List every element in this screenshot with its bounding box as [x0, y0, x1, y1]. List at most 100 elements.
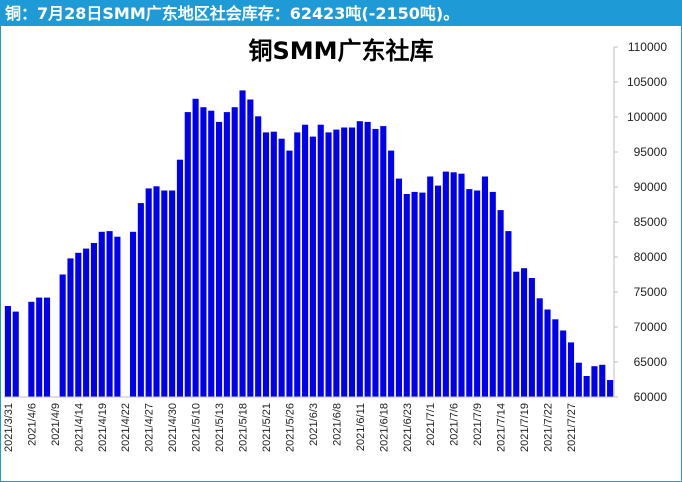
bar	[59, 274, 66, 397]
x-tick-label: 2021/6/11	[355, 403, 367, 451]
x-tick-label: 2021/4/9	[50, 403, 62, 446]
bar	[411, 191, 418, 397]
bar	[223, 112, 230, 397]
bar	[12, 311, 19, 397]
bar	[325, 132, 332, 397]
bar	[98, 231, 105, 397]
bar	[458, 173, 465, 397]
bar	[427, 176, 434, 397]
bar	[184, 112, 191, 397]
bar	[153, 186, 160, 397]
x-tick-label: 2021/4/19	[97, 403, 109, 452]
x-tick-label: 2021/6/23	[402, 403, 414, 452]
bar	[536, 298, 543, 397]
y-tick-label: 110000	[628, 40, 667, 54]
bar	[192, 98, 199, 398]
x-tick-label: 2021/7/22	[543, 403, 555, 452]
bar	[442, 171, 449, 397]
bar	[552, 319, 559, 397]
bar	[106, 231, 113, 397]
bar	[208, 110, 215, 397]
bar	[247, 99, 254, 397]
bar	[75, 252, 82, 397]
x-tick-label: 2021/5/21	[261, 403, 273, 452]
y-axis-ticks: 60000 65000 70000 75000 80000 85000 90000 95000…	[614, 40, 667, 404]
bar	[388, 150, 395, 397]
bar	[434, 185, 442, 397]
x-tick-label: 2021/7/27	[566, 403, 578, 452]
x-tick-label: 2021/6/8	[331, 403, 343, 446]
bar	[521, 268, 528, 397]
bar	[137, 203, 144, 397]
x-tick-label: 2021/4/22	[120, 403, 132, 452]
bar	[270, 131, 277, 397]
bar	[567, 342, 575, 397]
x-tick-label: 2021/6/18	[378, 403, 390, 452]
y-tick-label: 65000	[634, 355, 668, 369]
x-tick-label: 2021/5/10	[191, 403, 203, 452]
bar	[161, 190, 168, 397]
x-tick-label: 2021/7/14	[496, 403, 508, 452]
bar	[4, 306, 11, 397]
bar	[200, 107, 207, 397]
bar	[239, 90, 246, 398]
y-tick-label: 80000	[634, 250, 668, 264]
bar	[489, 191, 496, 397]
x-tick-label: 2021/4/27	[144, 403, 156, 452]
bar	[513, 271, 520, 397]
bar	[145, 188, 152, 397]
bar	[591, 366, 598, 397]
x-tick-label: 2021/6/3	[308, 403, 320, 446]
bar	[278, 138, 285, 397]
bar	[294, 132, 301, 397]
bar	[286, 150, 293, 397]
bar	[169, 190, 176, 397]
x-tick-label: 2021/5/26	[284, 403, 296, 452]
bar	[348, 127, 356, 397]
bar	[599, 364, 606, 397]
bar	[419, 192, 426, 397]
x-tick-label: 2021/4/14	[73, 403, 85, 452]
y-tick-label: 95000	[634, 145, 668, 159]
bar	[583, 376, 590, 397]
y-tick-label: 75000	[634, 285, 668, 299]
y-tick-label: 105000	[627, 75, 667, 89]
bar	[129, 231, 137, 397]
bar	[528, 278, 535, 397]
bar	[372, 128, 379, 397]
bar	[302, 124, 309, 397]
x-tick-label: 2021/7/6	[449, 403, 461, 446]
bar	[36, 297, 43, 397]
bar-series	[4, 90, 614, 398]
bar	[90, 243, 97, 397]
bar	[114, 236, 121, 397]
bar	[607, 380, 614, 397]
x-tick-label: 2021/4/30	[167, 403, 179, 452]
x-tick-label: 2021/7/19	[519, 403, 531, 452]
x-tick-label: 2021/4/6	[26, 403, 38, 446]
x-axis-ticks: 2021/3/31 2021/4/6 2021/4/9 2021/4/14 2021/4…	[3, 403, 578, 452]
y-tick-label: 85000	[634, 215, 668, 229]
bar	[309, 136, 316, 397]
bar	[317, 124, 324, 397]
bar	[364, 121, 371, 398]
bar	[83, 248, 90, 397]
bar	[450, 172, 457, 397]
bar	[474, 190, 481, 397]
bar	[497, 210, 504, 397]
bar	[341, 127, 348, 397]
bar	[395, 178, 402, 397]
x-tick-label: 2021/5/13	[214, 403, 226, 452]
y-tick-label: 100000	[627, 110, 667, 124]
y-tick-label: 60000	[634, 390, 668, 404]
bar	[231, 107, 238, 397]
bar	[560, 330, 567, 397]
headline-banner: 铜：7月28日SMM广东地区社会库存：62423吨(-2150吨)。	[1, 1, 681, 26]
bar	[481, 176, 489, 397]
chart-title: 铜SMM广东社库	[248, 37, 433, 65]
bar	[380, 126, 387, 397]
bar	[67, 258, 74, 397]
bar	[333, 129, 340, 397]
